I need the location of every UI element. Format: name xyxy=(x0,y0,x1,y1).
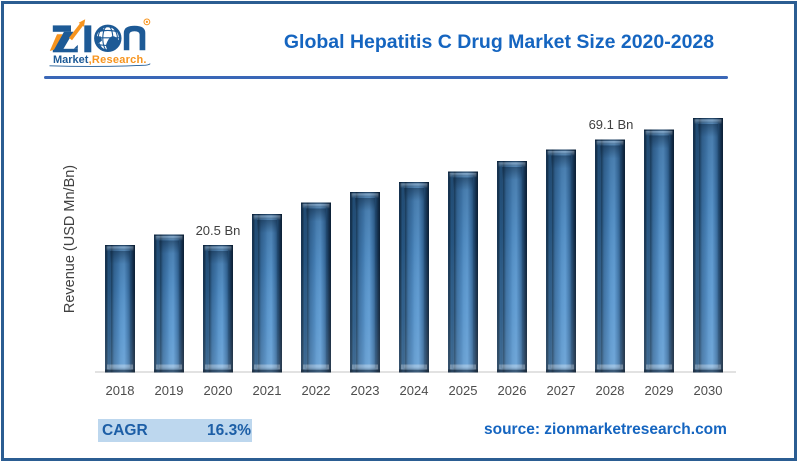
svg-text:Market: Market xyxy=(53,54,89,66)
svg-text:,Research.: ,Research. xyxy=(89,54,147,66)
